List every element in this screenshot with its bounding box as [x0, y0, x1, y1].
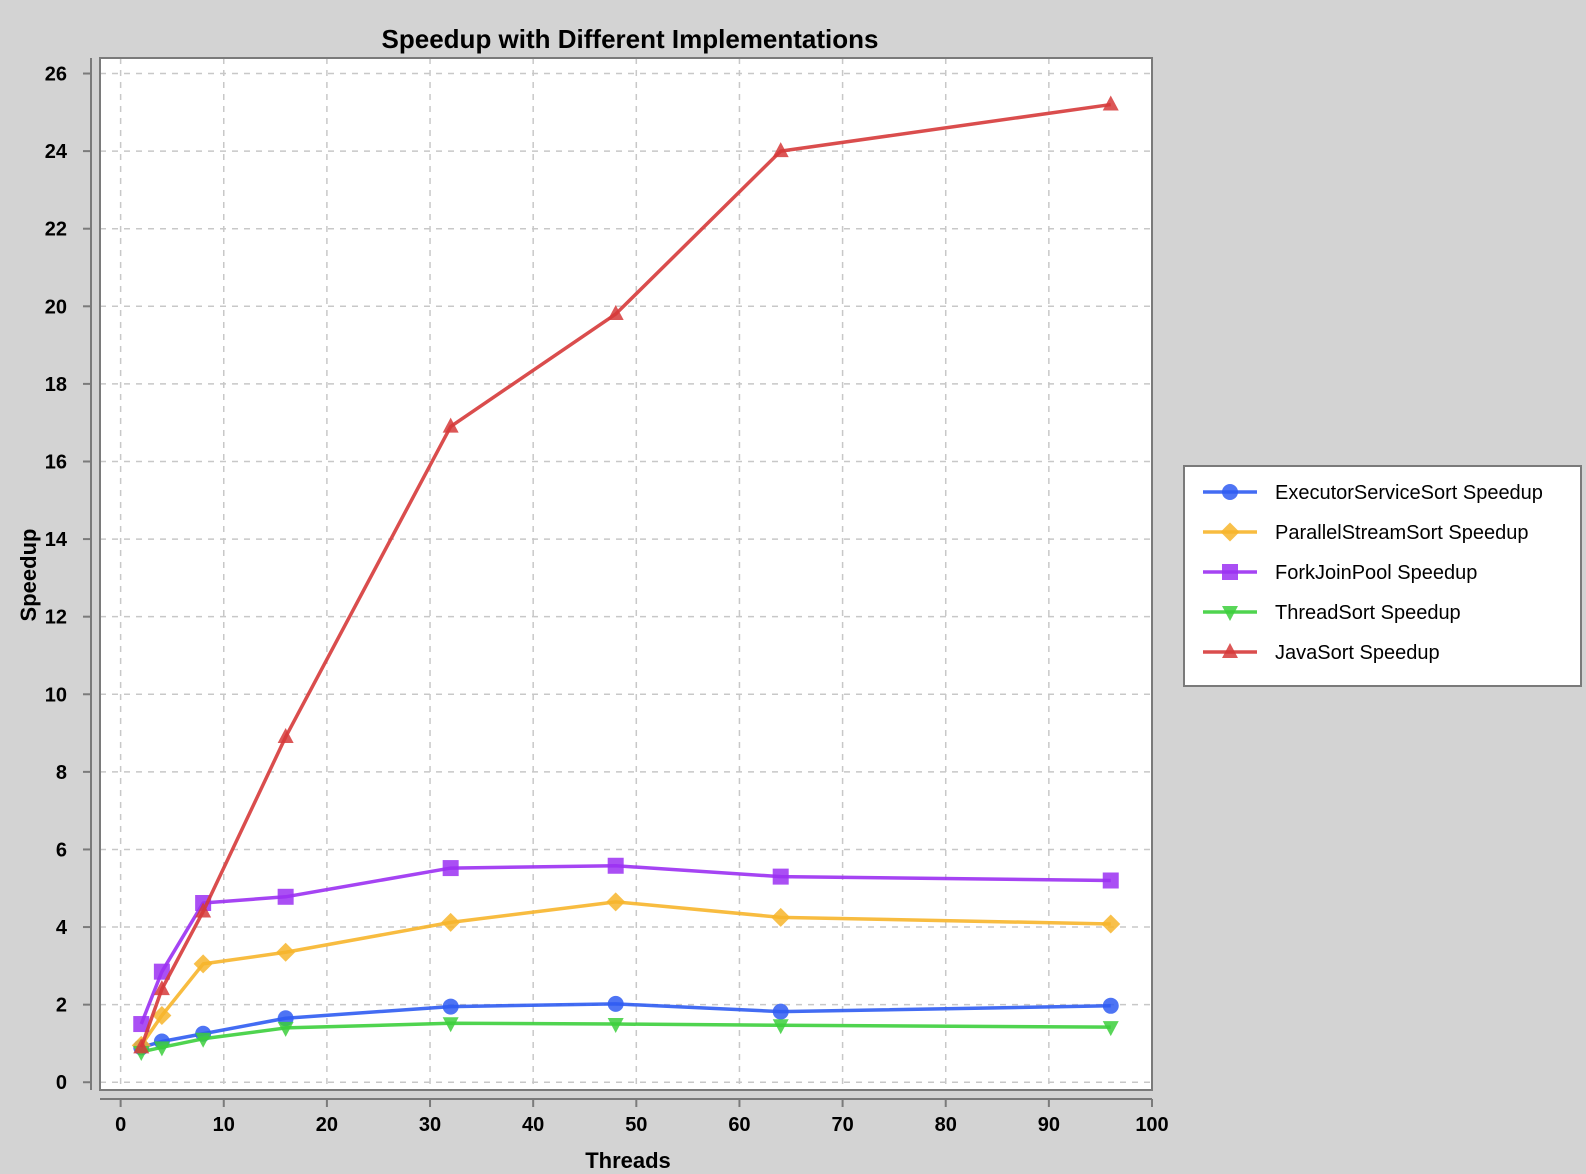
series-3 [133, 1017, 1119, 1061]
x-axis-title: Threads [585, 1148, 671, 1173]
y-tick-label-8: 16 [45, 451, 67, 473]
x-tick-label-4: 40 [522, 1114, 544, 1136]
data-point-1-7 [1101, 914, 1121, 934]
legend-label-1: ParallelStreamSort Speedup [1275, 522, 1528, 544]
x-tick-label-9: 90 [1038, 1114, 1060, 1136]
data-point-4-6 [772, 142, 789, 158]
legend-entry-2: ForkJoinPool Speedup [1203, 562, 1477, 584]
x-tick-label-5: 50 [625, 1114, 647, 1136]
legend-label-3: ThreadSort Speedup [1275, 602, 1461, 624]
x-tick-label-1: 10 [213, 1114, 235, 1136]
y-tick-label-7: 14 [45, 529, 68, 551]
plot-frame [99, 57, 1153, 1091]
plot-area [100, 58, 1152, 1090]
grid [100, 58, 1153, 1090]
data-point-2-7 [1102, 872, 1119, 889]
data-point-3-7 [1102, 1021, 1119, 1037]
x-tick-label-2: 20 [316, 1114, 338, 1136]
data-point-4-5 [607, 305, 624, 321]
legend-entry-0: ExecutorServiceSort Speedup [1203, 482, 1543, 504]
data-point-2-4 [442, 860, 459, 877]
y-tick-label-11: 22 [45, 219, 67, 241]
x-tick-label-0: 0 [115, 1114, 126, 1136]
axes: 0 10 20 30 40 50 60 70 80 90 100024681012141618202… [45, 58, 1169, 1136]
legend-swatch-marker-1 [1220, 522, 1240, 542]
data-point-1-2 [193, 954, 213, 974]
y-tick-label-5: 10 [45, 684, 67, 706]
legend-entry-4: JavaSort Speedup [1203, 642, 1440, 664]
legend-swatch-marker-0 [1222, 484, 1238, 500]
data-point-1-1 [152, 1006, 172, 1026]
data-point-3-2 [195, 1032, 212, 1048]
data-point-4-7 [1102, 95, 1119, 111]
y-tick-label-1: 2 [56, 995, 67, 1017]
x-tick-label-6: 60 [728, 1114, 750, 1136]
y-tick-label-9: 18 [45, 374, 67, 396]
x-tick-label-8: 80 [935, 1114, 957, 1136]
legend-swatch-marker-3 [1222, 606, 1238, 621]
data-point-4-3 [277, 727, 294, 743]
data-point-2-6 [772, 868, 789, 885]
data-point-3-6 [772, 1019, 789, 1035]
y-tick-label-4: 8 [56, 762, 67, 784]
data-point-3-5 [607, 1018, 624, 1034]
data-point-0-4 [442, 998, 459, 1015]
series-line-4 [139, 102, 1111, 1048]
y-tick-label-2: 4 [56, 917, 68, 939]
data-point-1-3 [276, 942, 296, 962]
series-line-3 [140, 1021, 1111, 1054]
data-point-4-2 [195, 902, 212, 918]
y-tick-label-3: 6 [56, 839, 67, 861]
data-point-4-0 [133, 1038, 150, 1054]
data-point-0-6 [772, 1003, 789, 1020]
legend-entry-3: ThreadSort Speedup [1203, 602, 1461, 624]
data-point-0-5 [607, 995, 624, 1012]
data-point-0-7 [1102, 997, 1119, 1014]
legend-box [1183, 465, 1582, 687]
series-4 [133, 95, 1119, 1054]
legend-label-4: JavaSort Speedup [1275, 642, 1440, 664]
legend-label-0: ExecutorServiceSort Speedup [1275, 482, 1543, 504]
chart-title: Speedup with Different Implementations [382, 24, 879, 54]
y-tick-label-10: 20 [45, 296, 67, 318]
y-tick-label-6: 12 [45, 607, 67, 629]
data-point-1-4 [441, 912, 461, 932]
legend-swatch-marker-2 [1222, 564, 1238, 580]
x-tick-label-10: 100 [1135, 1114, 1168, 1136]
data-point-1-5 [606, 892, 626, 912]
x-tick-label-7: 70 [831, 1114, 853, 1136]
data-point-2-3 [277, 888, 294, 905]
legend-entry-1: ParallelStreamSort Speedup [1203, 522, 1528, 544]
data-point-3-3 [277, 1021, 294, 1037]
series-layer [131, 95, 1121, 1061]
data-point-3-4 [442, 1017, 459, 1033]
y-tick-label-13: 26 [45, 64, 67, 86]
y-axis-title: Speedup [16, 529, 41, 622]
data-point-4-4 [442, 417, 459, 433]
data-point-1-6 [771, 907, 791, 927]
series-line-1 [139, 900, 1111, 1047]
data-point-3-1 [153, 1041, 170, 1057]
x-tick-label-3: 30 [419, 1114, 441, 1136]
legend: ExecutorServiceSort Speedup ParallelStrea… [1183, 465, 1582, 687]
data-point-4-1 [153, 980, 170, 996]
legend-label-2: ForkJoinPool Speedup [1275, 562, 1477, 584]
data-point-2-5 [607, 857, 624, 874]
data-point-2-0 [133, 1016, 150, 1033]
legend-swatch-marker-4 [1222, 643, 1238, 658]
series-line-2 [139, 864, 1111, 1025]
y-tick-label-12: 24 [45, 141, 68, 163]
data-point-2-1 [153, 963, 170, 980]
y-tick-label-0: 0 [56, 1072, 67, 1094]
